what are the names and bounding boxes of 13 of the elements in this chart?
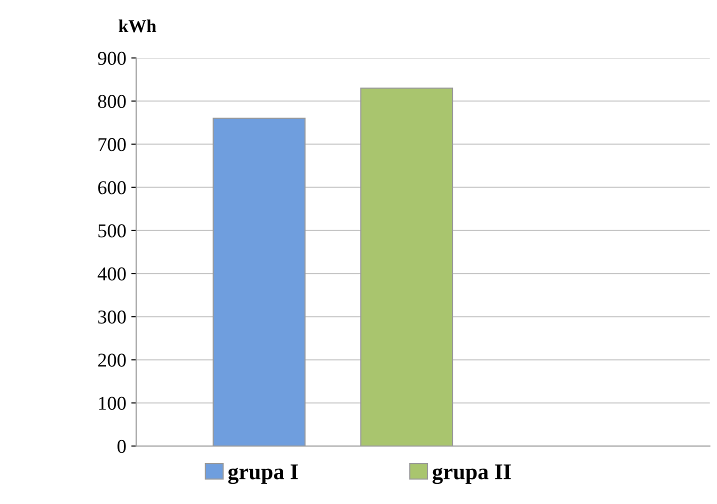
y-axis-title: kWh xyxy=(118,20,156,32)
y-tick-label: 800 xyxy=(98,94,126,108)
y-tick-label: 600 xyxy=(98,181,126,194)
y-tick-label: 700 xyxy=(98,138,126,152)
y-tick-label: 200 xyxy=(98,354,126,367)
y-tick-label: 300 xyxy=(98,310,126,324)
legend-label: grupa II xyxy=(432,464,511,484)
y-tick-label: 0 xyxy=(118,440,126,453)
y-tick-label: 400 xyxy=(98,267,126,280)
y-tick-label: 100 xyxy=(99,396,126,410)
legend-label: grupa I xyxy=(228,464,298,484)
y-tick-label: 500 xyxy=(98,224,126,238)
y-tick-label: 900 xyxy=(98,52,126,65)
